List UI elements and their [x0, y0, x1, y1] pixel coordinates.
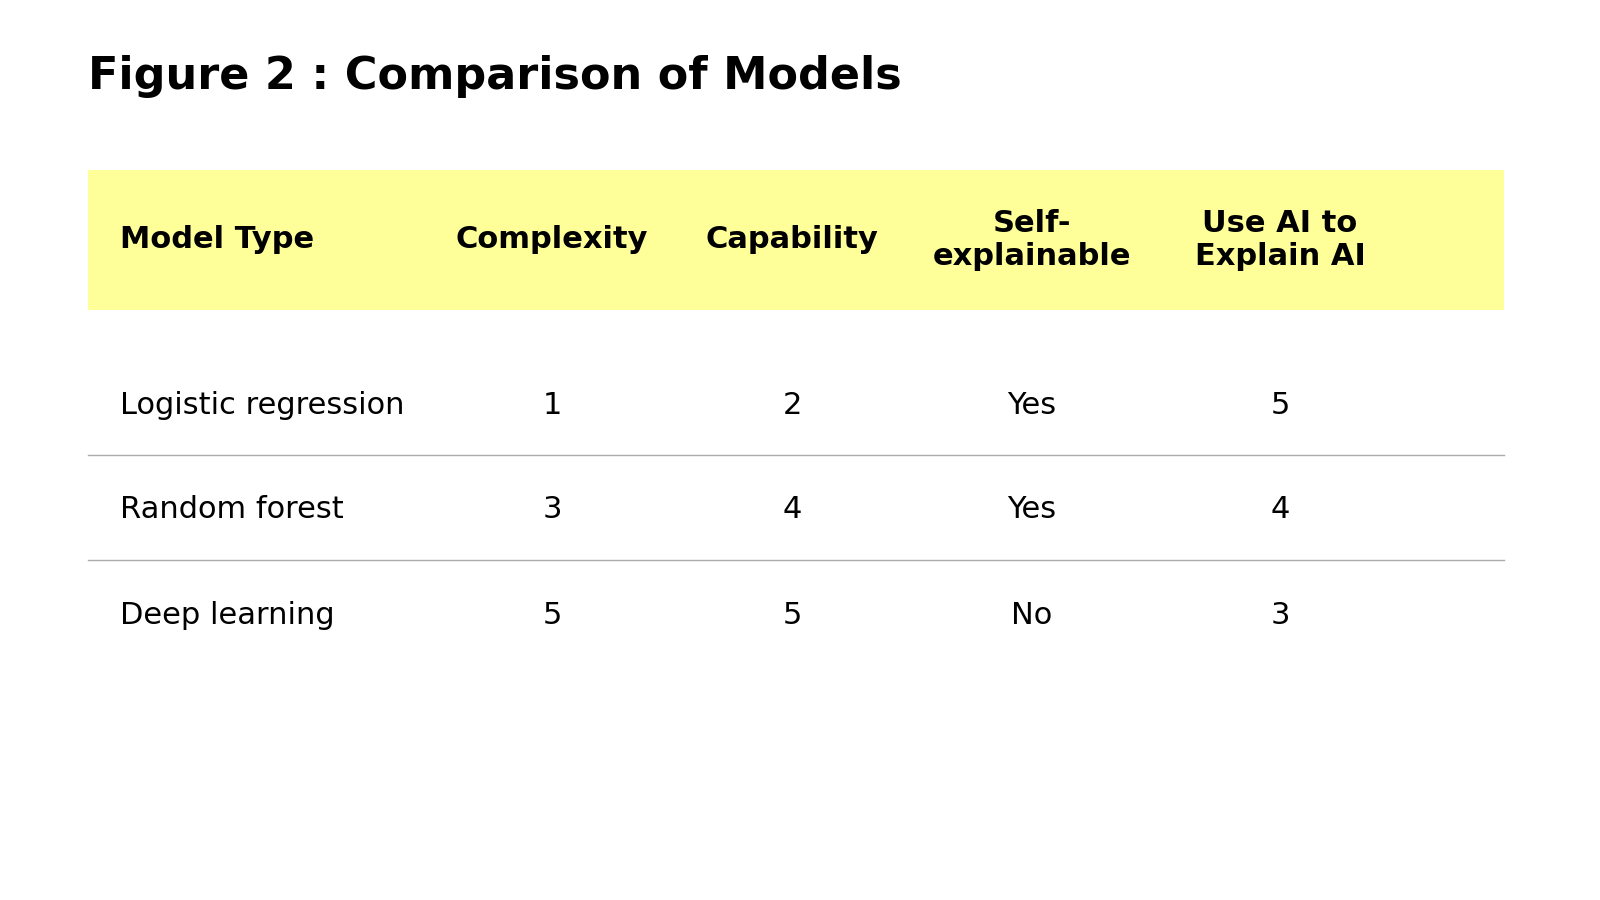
Text: Yes: Yes — [1008, 391, 1056, 419]
Text: 2: 2 — [782, 391, 802, 419]
Text: Logistic regression: Logistic regression — [120, 391, 405, 419]
Text: Figure 2 : Comparison of Models: Figure 2 : Comparison of Models — [88, 55, 902, 98]
Text: 4: 4 — [782, 496, 802, 525]
Text: 5: 5 — [782, 600, 802, 629]
Text: Deep learning: Deep learning — [120, 600, 334, 629]
Text: Complexity: Complexity — [456, 226, 648, 255]
Text: Yes: Yes — [1008, 496, 1056, 525]
Text: Random forest: Random forest — [120, 496, 344, 525]
Text: 4: 4 — [1270, 496, 1290, 525]
Text: Model Type: Model Type — [120, 226, 314, 255]
Text: Capability: Capability — [706, 226, 878, 255]
Text: 3: 3 — [542, 496, 562, 525]
Text: No: No — [1011, 600, 1053, 629]
FancyBboxPatch shape — [88, 170, 1504, 310]
Text: Use AI to
Explain AI: Use AI to Explain AI — [1195, 209, 1365, 271]
Text: 5: 5 — [1270, 391, 1290, 419]
Text: Self-
explainable: Self- explainable — [933, 209, 1131, 271]
Text: 3: 3 — [1270, 600, 1290, 629]
Text: 1: 1 — [542, 391, 562, 419]
Text: 5: 5 — [542, 600, 562, 629]
